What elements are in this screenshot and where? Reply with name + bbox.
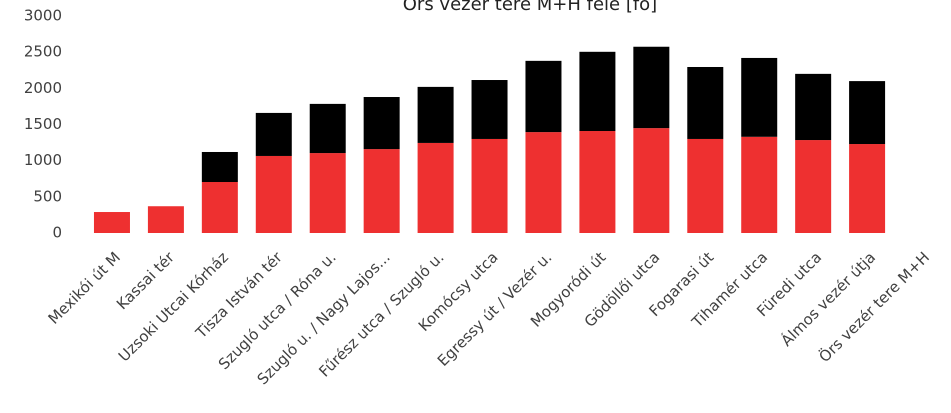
y-tick-label: 0 (52, 224, 62, 242)
bar-segment (471, 138, 508, 233)
bar-segment (201, 182, 238, 233)
bar-segment (795, 140, 832, 233)
bar-segment (525, 60, 562, 133)
y-tick-label: 3000 (24, 7, 62, 25)
x-tick-label: Mexikói út M (45, 248, 124, 327)
bar-segment (201, 151, 238, 183)
bar-segment (255, 112, 292, 156)
bar-segment (741, 57, 778, 137)
y-tick-label: 500 (33, 187, 62, 205)
bar-segment (309, 103, 346, 154)
bar-segment (417, 142, 454, 233)
bar-segment (633, 128, 670, 233)
bar-segment (795, 73, 832, 141)
bar-segment (147, 206, 184, 233)
chart-title: Örs vezér tere M+H felé [fő] (403, 0, 657, 15)
bar-segment (417, 86, 454, 143)
y-tick-label: 2500 (24, 43, 62, 61)
y-tick-label: 1000 (24, 151, 62, 169)
x-tick-label: Álmos vezér útja (777, 248, 879, 350)
bar-segment (363, 149, 400, 233)
bar-segment (849, 144, 886, 233)
y-tick-label: 1500 (24, 115, 62, 133)
bar-segment (579, 51, 616, 132)
bar-segment (471, 80, 508, 139)
y-tick-label: 2000 (24, 79, 62, 97)
bar-segment (687, 66, 724, 139)
bar-segment (525, 132, 562, 233)
bar-segment (579, 131, 616, 233)
bar-segment (93, 212, 130, 233)
bar-segment (255, 155, 292, 233)
bar-segment (309, 153, 346, 233)
bar-segment (741, 136, 778, 233)
bar-segment (633, 46, 670, 129)
bar-segment (687, 138, 724, 233)
bar-segment (849, 81, 886, 145)
bar-segment (363, 97, 400, 150)
